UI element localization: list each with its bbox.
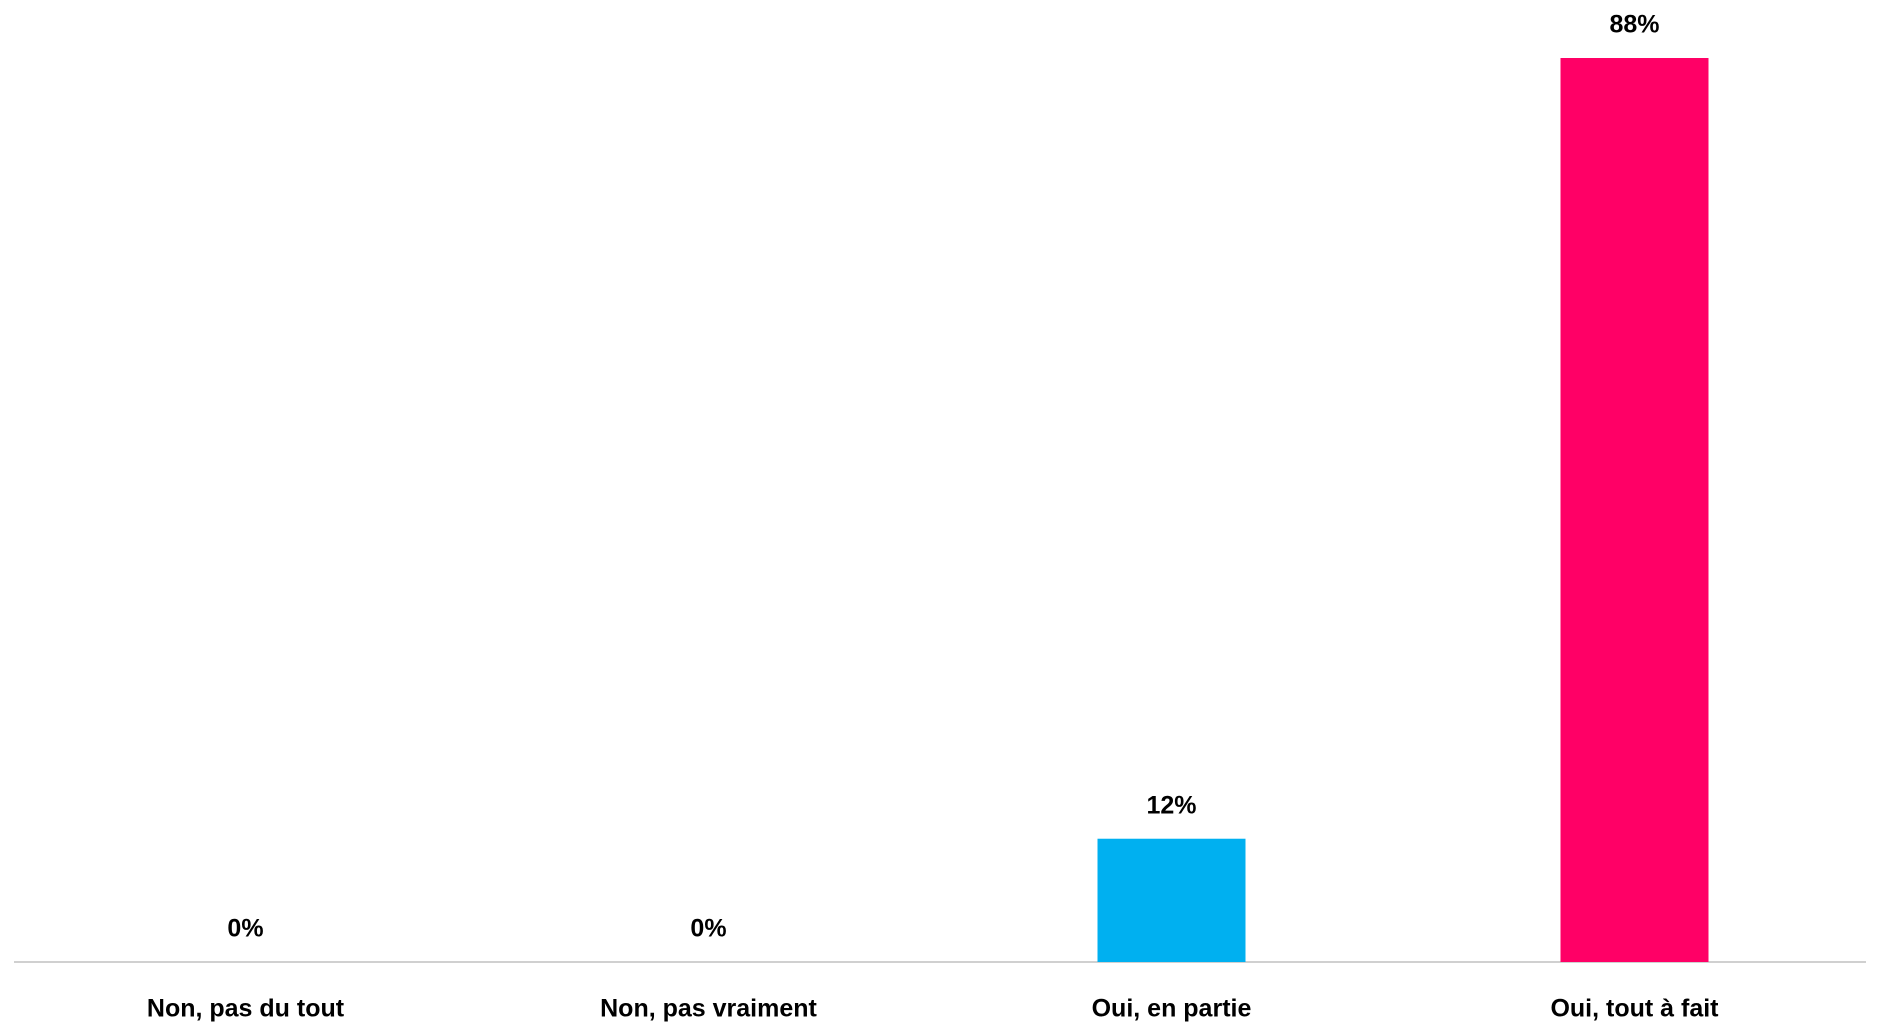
value-label: 12% [1146,791,1196,819]
value-label: 0% [690,915,726,943]
value-label: 88% [1609,11,1659,39]
x-tick-label: Non, pas du tout [147,995,345,1023]
bar [1560,58,1709,962]
x-tick-label: Oui, tout à fait [1550,995,1719,1023]
x-tick-label: Non, pas vraiment [600,995,817,1023]
value-label: 0% [227,915,263,943]
x-tick-label: Oui, en partie [1092,995,1252,1023]
bar [1097,838,1246,962]
